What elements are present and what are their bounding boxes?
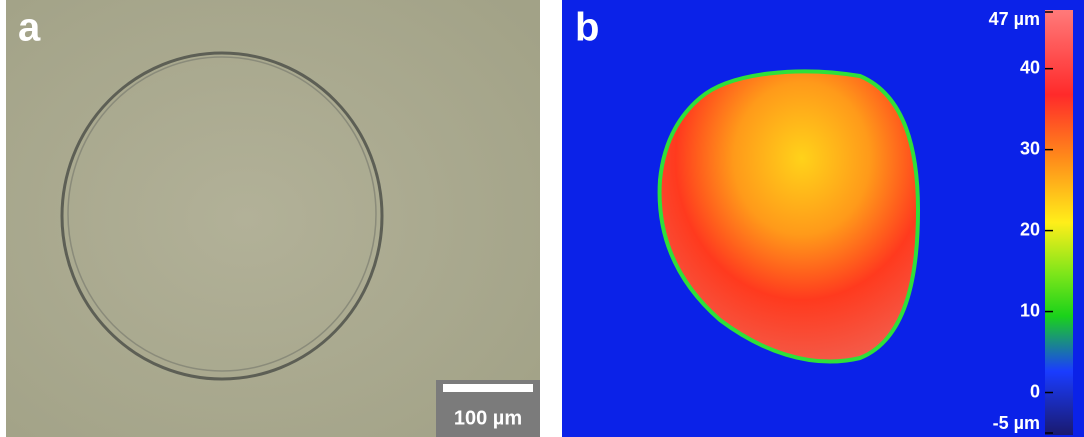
panel-b: b 47 µm 40 30 20 10 0 -5 µm <box>562 0 1084 437</box>
colorbar-tick-label: -5 µm <box>993 413 1040 433</box>
colorbar-tick-label: 20 <box>1020 219 1040 239</box>
scale-bar-label: 100 µm <box>454 407 522 429</box>
colorbar-tick-label: 10 <box>1020 300 1040 320</box>
colorbar <box>1045 10 1073 435</box>
colorbar-tick-label: 30 <box>1020 138 1040 158</box>
panel-label: a <box>18 6 41 50</box>
colorbar-tick-label: 47 µm <box>989 9 1040 29</box>
panel-label: b <box>575 6 599 50</box>
scale-bar <box>443 384 533 392</box>
figure: a 100 µm b 47 µm 40 30 20 10 0 -5 µm <box>0 0 1084 437</box>
colorbar-tick-label: 0 <box>1030 381 1040 401</box>
panel-a: a 100 µm <box>6 0 540 437</box>
colorbar-tick-label: 40 <box>1020 57 1040 77</box>
